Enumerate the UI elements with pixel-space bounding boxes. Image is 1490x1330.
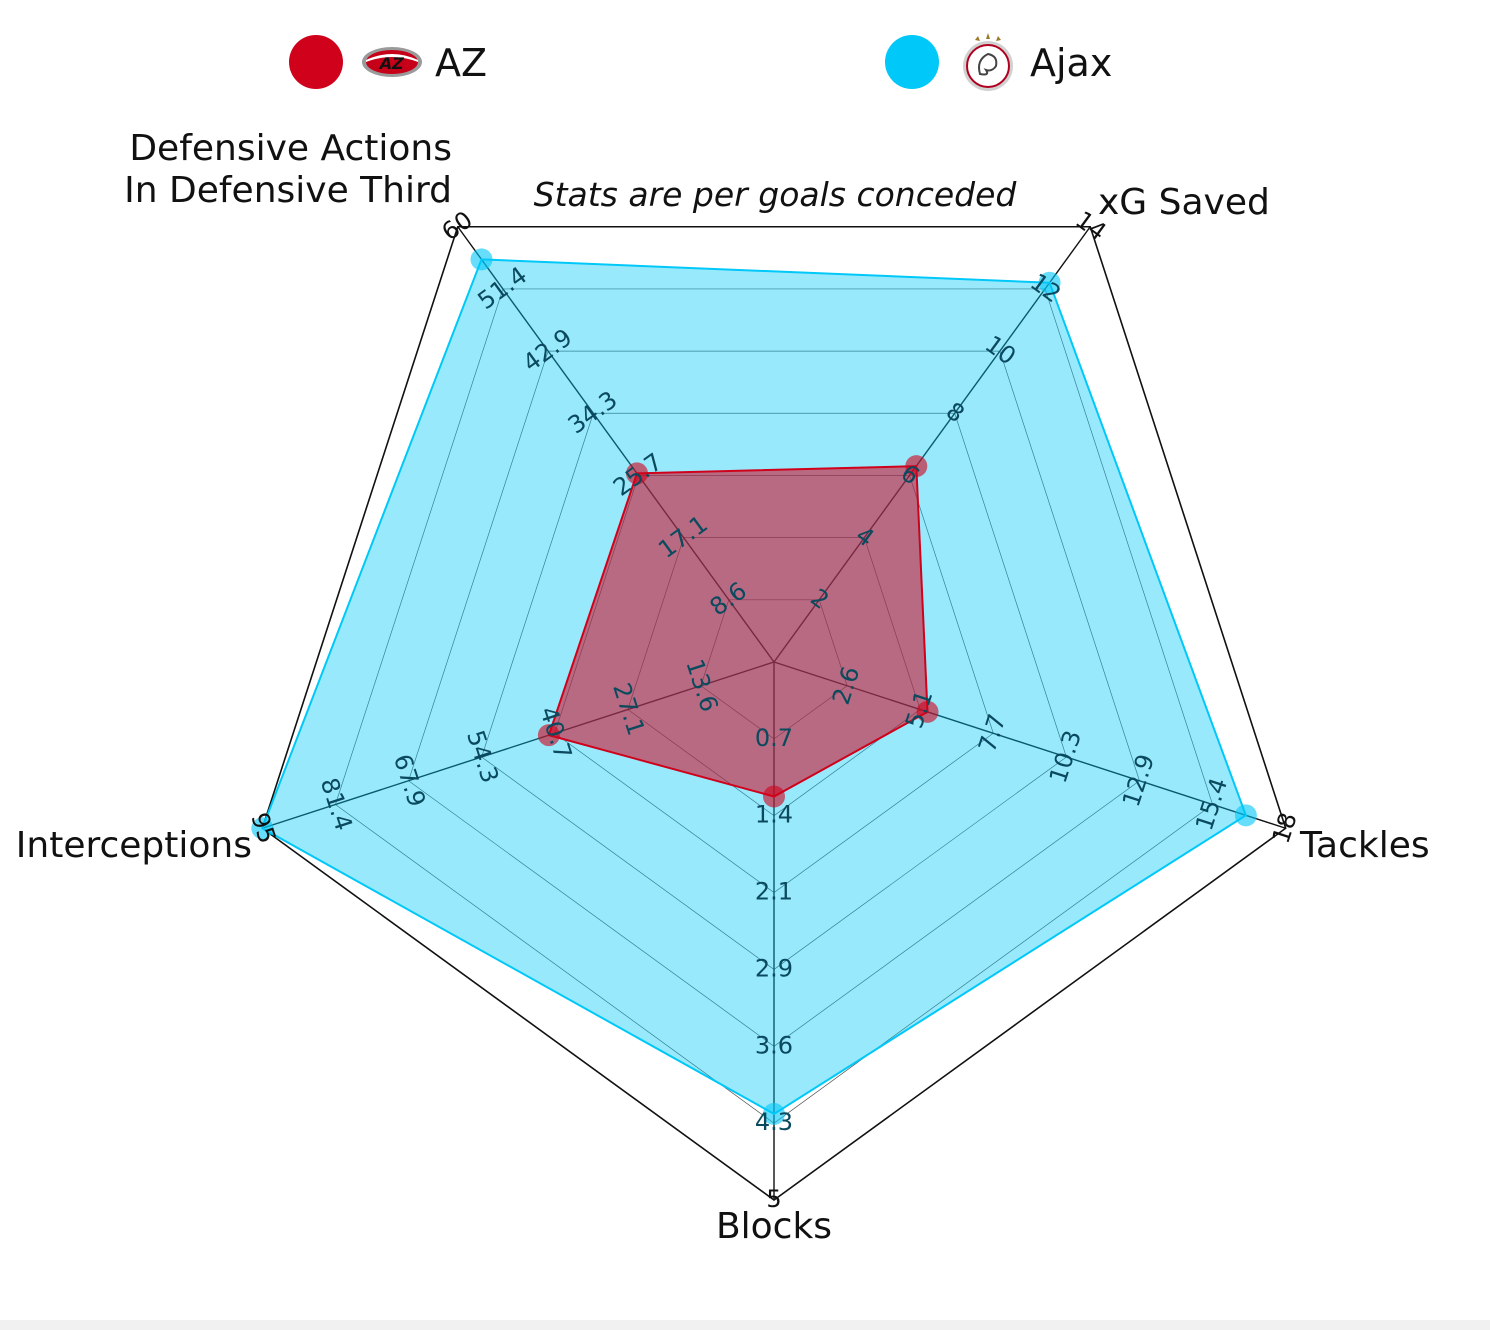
tick-label-axis4-1: 0.7 xyxy=(755,724,793,752)
axis-label-1-line2: In Defensive Third xyxy=(124,170,452,211)
series-point-ajax-5 xyxy=(251,817,274,840)
tick-label-axis4-5: 3.6 xyxy=(755,1031,793,1059)
series-area-az xyxy=(547,465,929,798)
bottom-bar xyxy=(0,1320,1490,1330)
series-point-az-3 xyxy=(916,700,939,723)
chart-subtitle: Stats are per goals conceded xyxy=(534,175,1018,214)
grid-ring-5 xyxy=(408,350,1140,1047)
radar-series xyxy=(251,248,1257,1125)
series-point-ajax-4 xyxy=(763,1102,785,1125)
series-point-ajax-2 xyxy=(1038,271,1061,294)
series-point-az-2 xyxy=(905,455,928,478)
series-point-az-5 xyxy=(537,724,560,747)
legend: AZ AZ Ajax xyxy=(289,33,1112,91)
tick-label-axis1-7: 60 xyxy=(437,206,478,247)
tick-label-axis4-7: 5 xyxy=(766,1185,781,1213)
legend-marker-ajax xyxy=(885,35,939,89)
series-point-ajax-3 xyxy=(1234,804,1257,827)
series-point-az-4 xyxy=(763,785,785,808)
tick-label-axis4-2: 1.4 xyxy=(755,801,793,829)
series-point-az-1 xyxy=(625,462,648,485)
grid-ring-7 xyxy=(261,225,1287,1201)
svg-text:AZ: AZ xyxy=(378,54,406,73)
tick-label-axis4-4: 2.9 xyxy=(755,954,793,982)
legend-item-az: AZ AZ xyxy=(289,35,487,89)
axis-label-4: Blocks xyxy=(716,1206,832,1247)
legend-item-ajax: Ajax xyxy=(885,33,1112,91)
axis-label-1-line1: Defensive Actions xyxy=(129,128,452,169)
series-point-ajax-1 xyxy=(470,248,493,271)
legend-label-ajax: Ajax xyxy=(1030,41,1112,85)
legend-label-az: AZ xyxy=(435,41,487,85)
legend-marker-az xyxy=(289,35,343,89)
ajax-logo-icon xyxy=(963,33,1013,91)
axis-label-5: Interceptions xyxy=(16,825,252,866)
tick-label-axis4-3: 2.1 xyxy=(755,878,793,906)
axis-label-2: xG Saved xyxy=(1098,182,1270,223)
tick-label-axis3-7: 18 xyxy=(1267,809,1303,847)
grid-ring-6 xyxy=(335,288,1213,1124)
az-alkmaar-logo-icon: AZ xyxy=(362,47,422,77)
tick-label-axis4-6: 4.3 xyxy=(755,1108,793,1136)
grid-ring-4 xyxy=(481,412,1067,970)
axis-label-3: Tackles xyxy=(1299,825,1430,866)
